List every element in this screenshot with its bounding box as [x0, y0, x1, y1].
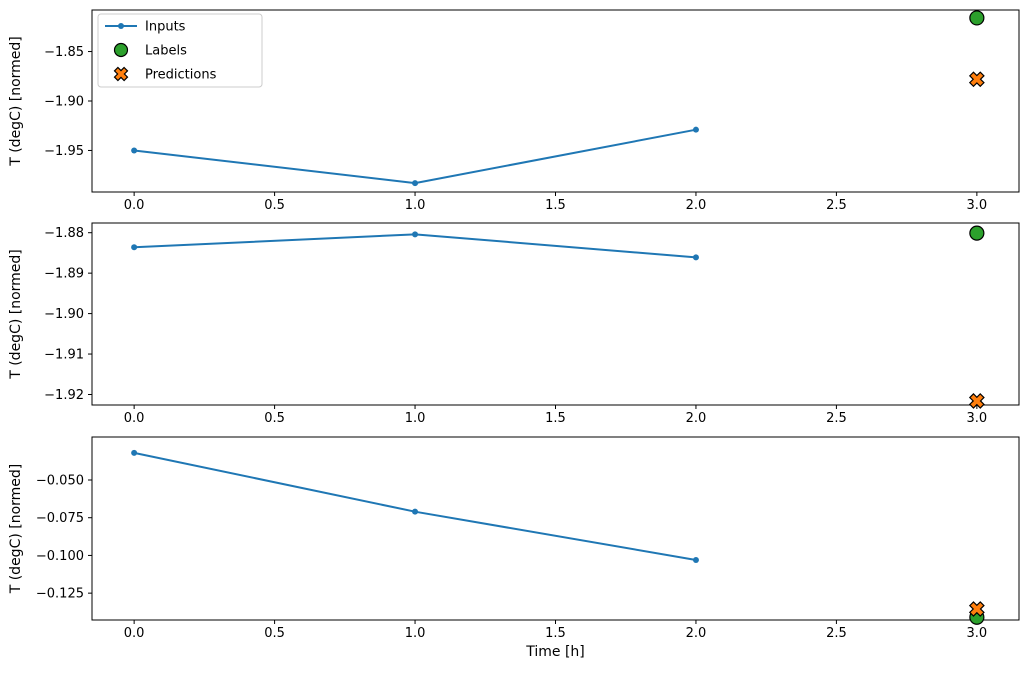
x-tick-label: 1.5	[545, 626, 566, 641]
inputs-point	[131, 449, 138, 456]
inputs-point	[412, 180, 419, 187]
inputs-point	[131, 244, 138, 251]
legend-item-predictions: Predictions	[113, 66, 217, 83]
legend-label: Labels	[145, 44, 187, 59]
legend-x-swatch	[113, 66, 129, 82]
x-tick-label: 0.5	[264, 198, 285, 213]
subplot-3: 0.0 0.5 1.0 1.5 2.0 2.5 3.0 −0.050 −0.075 −0.100 −…	[8, 436, 1020, 660]
legend: Inputs Labels Predictions	[97, 13, 263, 88]
y-tick-label: −0.050	[36, 473, 84, 488]
x-tick-label: 0.0	[124, 411, 145, 426]
y-tick-label: −1.95	[44, 144, 84, 159]
inputs-point	[692, 556, 699, 563]
x-tick-label: 1.0	[405, 198, 426, 213]
y-axis-label: T (degC) [normed]	[8, 249, 24, 380]
y-tick-label: −1.89	[44, 267, 84, 282]
y-tick-label: −0.125	[36, 587, 84, 602]
x-tick-label: 1.5	[545, 411, 566, 426]
x-axis-label: Time [h]	[525, 644, 585, 660]
x-tick-label: 3.0	[967, 626, 988, 641]
inputs-point	[412, 231, 419, 238]
labels-marker	[969, 225, 985, 241]
x-tick-label: 2.0	[686, 626, 707, 641]
x-tick-label: 1.5	[545, 198, 566, 213]
legend-item-labels: Labels	[113, 42, 187, 59]
x-tick-label: 3.0	[967, 198, 988, 213]
x-tick-label: 2.5	[826, 198, 847, 213]
x-tick-label: 3.0	[967, 411, 988, 426]
x-tick-label: 1.0	[405, 626, 426, 641]
y-tick-label: −0.075	[36, 511, 84, 526]
legend-dot-swatch	[118, 23, 124, 29]
y-tick-label: −1.90	[44, 95, 84, 110]
predictions-marker	[968, 71, 985, 88]
subplot-2: 0.0 0.5 1.0 1.5 2.0 2.5 3.0 −1.88 −1.89 −1.90 −1.9…	[8, 222, 1020, 426]
subplot-1: 0.0 0.5 1.0 1.5 2.0 2.5 3.0 −1.85 −1.90 −1.95 T (d…	[8, 9, 1020, 213]
legend-label: Inputs	[145, 20, 186, 35]
legend-label: Predictions	[145, 68, 217, 83]
y-tick-label: −0.100	[36, 549, 84, 564]
x-tick-label: 2.5	[826, 411, 847, 426]
legend-circle-swatch	[113, 42, 129, 58]
y-tick-label: −1.85	[44, 45, 84, 60]
x-tick-label: 0.5	[264, 626, 285, 641]
inputs-point	[131, 147, 138, 154]
y-tick-label: −1.90	[44, 307, 84, 322]
plot-area	[91, 436, 1020, 621]
predictions-marker	[968, 601, 985, 617]
inputs-point	[412, 508, 419, 515]
y-tick-label: −1.91	[44, 348, 84, 363]
x-tick-label: 2.0	[686, 411, 707, 426]
y-axis-label: T (degC) [normed]	[8, 36, 24, 167]
y-axis-label: T (degC) [normed]	[8, 464, 24, 595]
y-tick-label: −1.88	[44, 226, 84, 241]
predictions-marker	[968, 393, 985, 409]
labels-marker	[969, 10, 985, 26]
legend-item-inputs: Inputs	[105, 20, 186, 35]
plot-area	[91, 222, 1020, 406]
x-tick-label: 2.0	[686, 198, 707, 213]
x-tick-label: 0.0	[124, 626, 145, 641]
x-tick-label: 1.0	[405, 411, 426, 426]
inputs-point	[692, 254, 699, 261]
x-tick-label: 2.5	[826, 626, 847, 641]
x-tick-label: 0.0	[124, 198, 145, 213]
x-tick-label: 0.5	[264, 411, 285, 426]
inputs-point	[692, 126, 699, 133]
y-tick-label: −1.92	[44, 388, 84, 403]
legend-box	[97, 13, 263, 88]
